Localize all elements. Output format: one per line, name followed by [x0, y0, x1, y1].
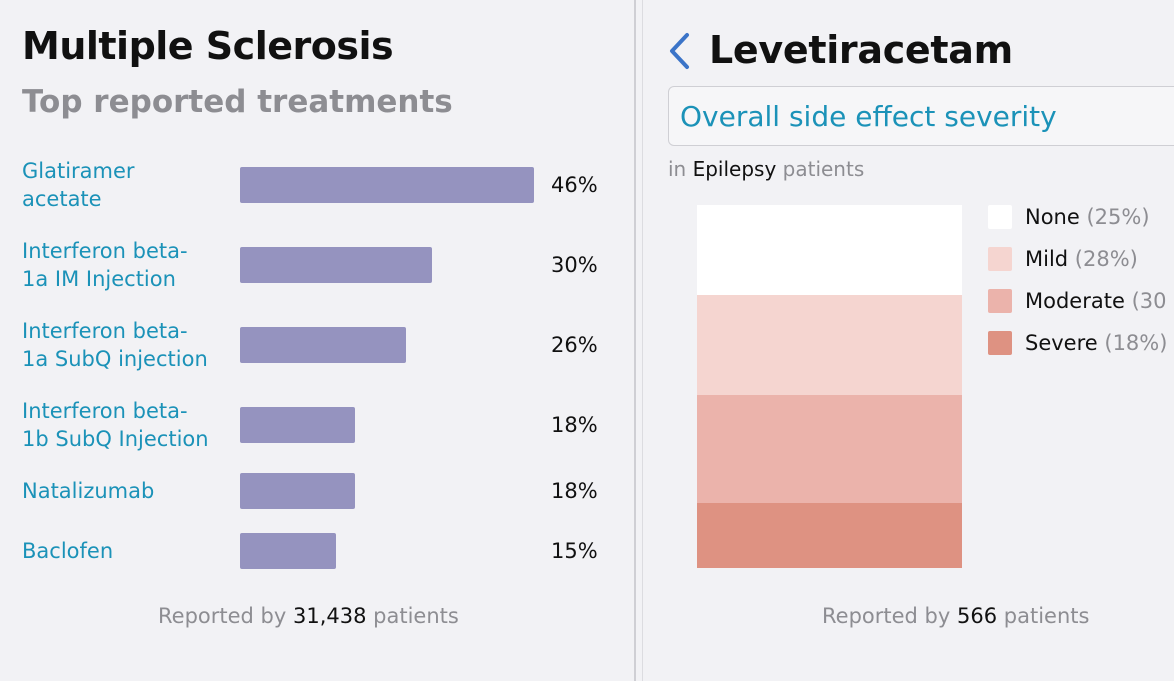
- legend-swatch: [988, 247, 1012, 271]
- metric-select-value: Overall side effect severity: [680, 100, 1057, 133]
- treatments-bar-chart: Glatiramer acetate 46% Interferon beta- 1a I…: [0, 150, 634, 590]
- footer-suffix: patients: [373, 604, 459, 628]
- legend-percent: (28%): [1074, 247, 1138, 271]
- bar-value-label: 46%: [551, 173, 598, 197]
- drug-title: Levetiracetam: [709, 28, 1013, 72]
- condition-name: Epilepsy: [692, 157, 777, 181]
- bar-value-label: 18%: [551, 413, 598, 437]
- severity-segment-moderate: [697, 395, 962, 504]
- legend-percent: (18%): [1104, 331, 1168, 355]
- chevron-left-icon[interactable]: [667, 32, 693, 70]
- legend-label: Severe (18%): [1025, 331, 1168, 355]
- chart-subtitle: Top reported treatments: [22, 84, 453, 120]
- side-effects-panel: Levetiracetam Overall side effect severi…: [643, 0, 1174, 681]
- condition-line: in Epilepsy patients: [668, 157, 864, 181]
- bar-category-link[interactable]: Natalizumab: [22, 479, 155, 503]
- severity-segment-none: [697, 205, 962, 295]
- bar-category-link[interactable]: Interferon beta- 1b SubQ Injection: [22, 399, 209, 451]
- footer-count: 566: [956, 604, 998, 628]
- bar: [240, 327, 407, 363]
- bar-category-link[interactable]: Glatiramer acetate: [22, 159, 135, 211]
- treatments-footer: Reported by 31,438 patients: [158, 604, 459, 628]
- bar-category-link[interactable]: Baclofen: [22, 539, 114, 563]
- legend-label: Moderate (30: [1025, 289, 1167, 313]
- bar-category-link[interactable]: Interferon beta- 1a SubQ injection: [22, 319, 208, 371]
- legend-percent: (25%): [1086, 205, 1150, 229]
- condition-prefix: in: [668, 157, 687, 181]
- condition-title: Multiple Sclerosis: [22, 24, 394, 68]
- footer-prefix: Reported by: [822, 604, 951, 628]
- footer-suffix: patients: [1003, 604, 1090, 628]
- legend-swatch: [988, 331, 1012, 355]
- bar: [240, 473, 356, 509]
- bar: [240, 247, 432, 283]
- footer-prefix: Reported by: [158, 604, 287, 628]
- bar-value-label: 26%: [551, 333, 598, 357]
- bar: [240, 407, 356, 443]
- bar-value-label: 15%: [551, 539, 598, 563]
- legend-swatch: [988, 289, 1012, 313]
- severity-footer: Reported by 566 patients: [822, 604, 1089, 628]
- panel-divider: [634, 0, 636, 681]
- bar: [240, 533, 336, 569]
- legend-percent: (30: [1131, 289, 1167, 313]
- bar-category-link[interactable]: Interferon beta- 1a IM Injection: [22, 239, 188, 291]
- severity-segment-severe: [697, 503, 962, 568]
- bar-value-label: 30%: [551, 253, 598, 277]
- treatments-panel: Multiple Sclerosis Top reported treatmen…: [0, 24, 634, 628]
- legend-swatch: [988, 205, 1012, 229]
- bar-value-label: 18%: [551, 479, 598, 503]
- severity-stacked-bar: [697, 205, 962, 568]
- severity-segment-mild: [697, 294, 962, 396]
- legend-label: None (25%): [1025, 205, 1150, 229]
- condition-suffix: patients: [782, 157, 865, 181]
- panel-divider-edge: [642, 0, 643, 681]
- legend-label: Mild (28%): [1025, 247, 1138, 271]
- metric-select[interactable]: Overall side effect severity: [668, 86, 1174, 146]
- footer-count: 31,438: [292, 604, 367, 628]
- bar: [240, 167, 534, 203]
